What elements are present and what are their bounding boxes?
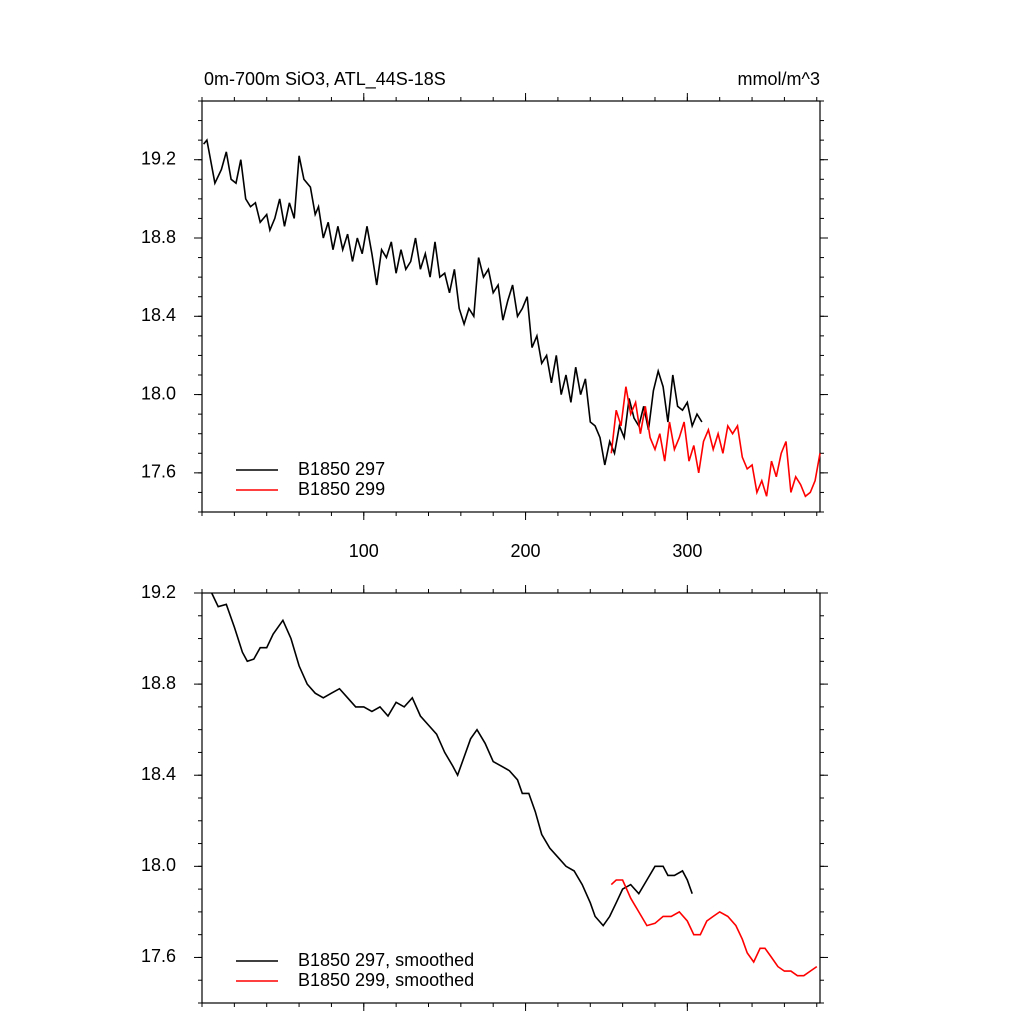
y-tick-label: 18.8 [141,673,176,693]
y-tick-label: 17.6 [141,946,176,966]
legend-label: B1850 299, smoothed [298,970,474,990]
y-tick-label: 18.0 [141,383,176,403]
y-tick-label: 18.0 [141,855,176,875]
data-line [202,138,703,466]
plot-frame [201,592,821,1004]
legend-label: B1850 297 [298,459,385,479]
units-label: mmol/m^3 [738,69,820,89]
y-tick-label: 18.8 [141,227,176,247]
data-line [610,386,821,498]
x-tick-label: 200 [511,541,541,561]
chart-title: 0m-700m SiO3, ATL_44S-18S [204,69,446,90]
y-tick-label: 18.4 [141,764,176,784]
x-tick-label: 300 [672,541,702,561]
legend-label: B1850 299 [298,479,385,499]
legend-label: B1850 297, smoothed [298,950,474,970]
y-tick-label: 17.6 [141,462,176,482]
y-tick-label: 19.2 [141,582,176,602]
data-line [210,592,693,927]
x-tick-label: 100 [349,541,379,561]
plot-frame [201,100,821,513]
data-line [610,879,818,977]
y-tick-label: 19.2 [141,148,176,168]
y-tick-label: 18.4 [141,305,176,325]
